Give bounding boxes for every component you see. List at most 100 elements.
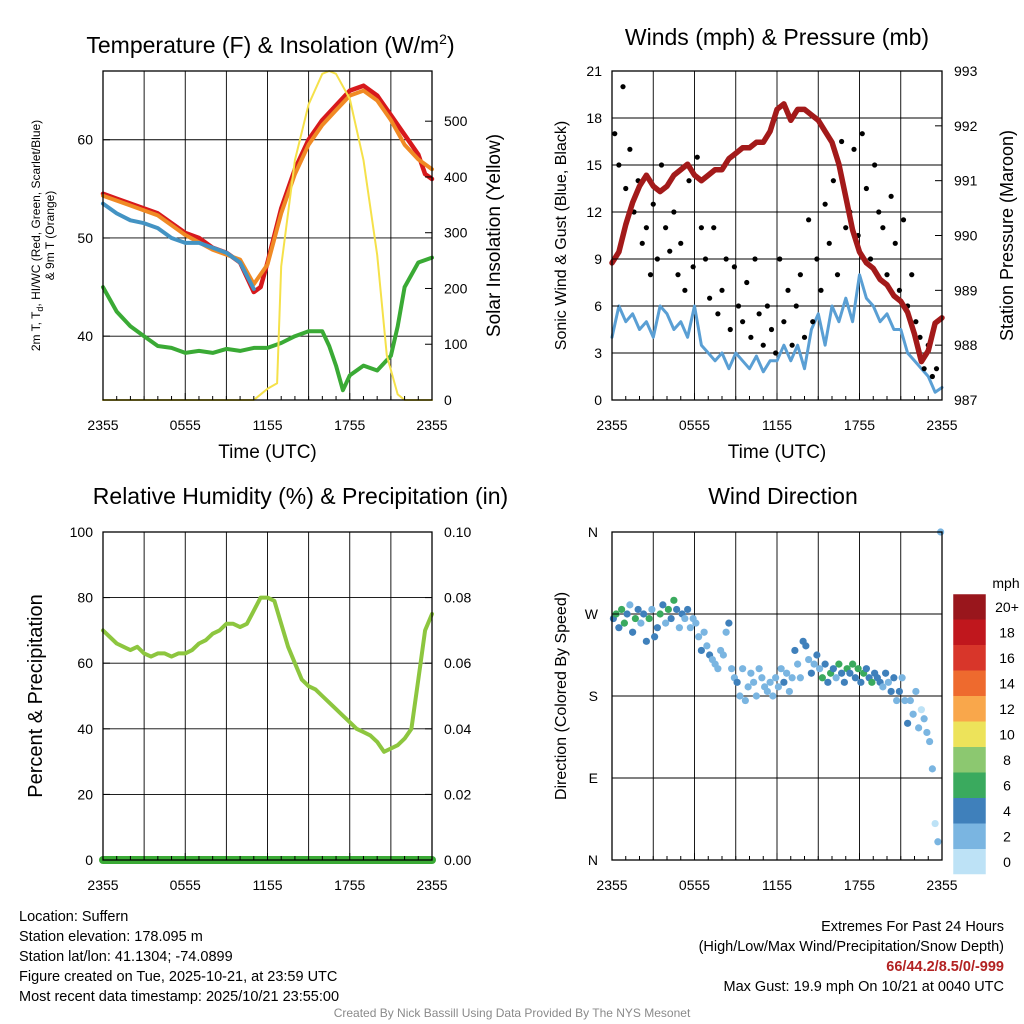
wdir-point [884,678,892,686]
wdir-point [807,669,815,677]
colorbar-label: 16 [999,650,1015,666]
wdir-point [920,715,928,723]
winds-gust-dot [929,373,935,380]
wdir-point [662,619,670,627]
winds-xtick-label: 0555 [679,417,710,433]
winds-title: Winds (mph) & Pressure (mb) [625,24,929,50]
wdir-point [769,692,777,700]
winds-xtick-label: 1155 [762,417,792,433]
wdir-point [832,674,840,682]
wdir-point [645,614,653,623]
winds-ytick-label: 21 [586,63,602,79]
wdir-xtick-label: 1755 [844,877,875,893]
colorbar-swatch [953,798,986,824]
rh-xtick-label: 0555 [170,877,201,893]
winds-gust-dot [876,209,882,215]
winds-xtick-label: 1755 [844,417,875,433]
temp-ytick-label: 60 [77,132,93,148]
wdir-point [796,674,804,682]
temp-series-dewpoint_temp [101,201,256,291]
winds-gust-dot [822,201,828,207]
extremes-title: Extremes For Past 24 Hours [821,919,1004,935]
wdir-point [620,619,628,627]
rh-ytick-label: 0.08 [444,590,471,606]
colorbar-label: 18 [999,625,1015,641]
winds-gust-dot [650,201,656,207]
wdir-ylabel: Direction (Colored By Speed) [553,592,570,800]
temp-xtick-label: 2355 [416,417,447,433]
colorbar-label: 2 [1003,829,1011,845]
winds-gust-dot [740,319,746,325]
wdir-point [780,678,788,686]
data-timestamp: Most recent data timestamp: 2025/10/21 2… [19,989,340,1005]
wdir-point [722,628,730,636]
temp-title-sup: 2 [439,31,447,47]
temp-ylabel-a: 2m T, T [29,311,43,351]
wdir-point [755,665,763,673]
winds-gust-dot [647,272,654,278]
colorbar-label: 20+ [995,599,1019,615]
rh-ytick-label: 0.04 [444,721,471,737]
wdir-point [623,610,631,618]
temp-ytick-label: 300 [444,225,468,241]
rh-xtick-label: 1155 [252,877,282,893]
colorbar-label: 14 [999,676,1015,692]
wdir-point [741,696,749,705]
winds-ytick-label: 15 [586,157,602,173]
wdir-point [634,605,642,614]
temp-ylabel: 2m T, Td, HI/WC (Red, Green, Scarlet/Blu… [29,120,45,351]
winds-gust-dot [690,264,696,270]
wdir-point [772,674,780,682]
figure-created: Figure created on Tue, 2025-10-21, at 23… [19,969,338,985]
temp-xtick-label: 1155 [252,417,282,433]
winds-gust-dot [801,334,808,340]
colorbar-label: 10 [999,727,1015,743]
wdir-point [898,674,906,682]
winds-xtick-label: 2355 [596,417,627,433]
winds-gust-dot [678,240,684,246]
wdir-point [653,624,661,632]
winds-gust-dot [658,162,665,168]
wdir-point [901,696,909,705]
winds-gust-dot [797,272,803,278]
wdir-point [777,665,785,673]
winds-gust-dot [933,366,940,372]
winds-ytick-label: 988 [954,337,978,353]
colorbar-swatch [953,721,986,747]
wdir-point [882,669,890,677]
wdir-point [744,683,752,691]
winds-gust-dot [627,146,633,152]
winds-xlabel: Time (UTC) [728,442,827,463]
wdir-point [846,669,854,677]
colorbar-title: mph [992,575,1019,591]
temp-ytick-label: 500 [444,113,468,129]
wdir-point [912,687,920,696]
winds-ylabel: Sonic Wind & Gust (Blue, Black) [553,121,570,350]
wdir-point [906,696,914,705]
winds-gust-dot [921,366,927,372]
wdir-point [733,678,741,686]
winds-ytick-label: 991 [954,173,978,189]
rh-xtick-label: 1755 [334,877,365,893]
wdir-point [829,665,837,673]
temp-ylabel2: & 9m T (Orange) [43,191,57,281]
winds-ytick-label: 3 [594,345,602,361]
colorbar-label: 0 [1003,854,1011,870]
winds-gust-dot [839,138,845,145]
winds-gust-dot [900,217,907,223]
temp-xtick-label: 2355 [87,417,118,433]
wdir-point [909,710,917,718]
wdir-xtick-label: 1155 [762,877,792,893]
wdir-point [670,596,678,604]
wdir-point [785,687,793,696]
rh-xtick-label: 2355 [416,877,447,893]
wdir-ytick-label: N [588,852,598,868]
colorbar-swatch [953,619,986,645]
wdir-point [928,765,936,773]
winds-gust-dot [620,84,626,90]
colorbar-swatch [953,747,986,773]
wdir-point [923,728,931,737]
winds-gust-dot [675,272,681,278]
temp-series-dewpoint [101,255,434,393]
